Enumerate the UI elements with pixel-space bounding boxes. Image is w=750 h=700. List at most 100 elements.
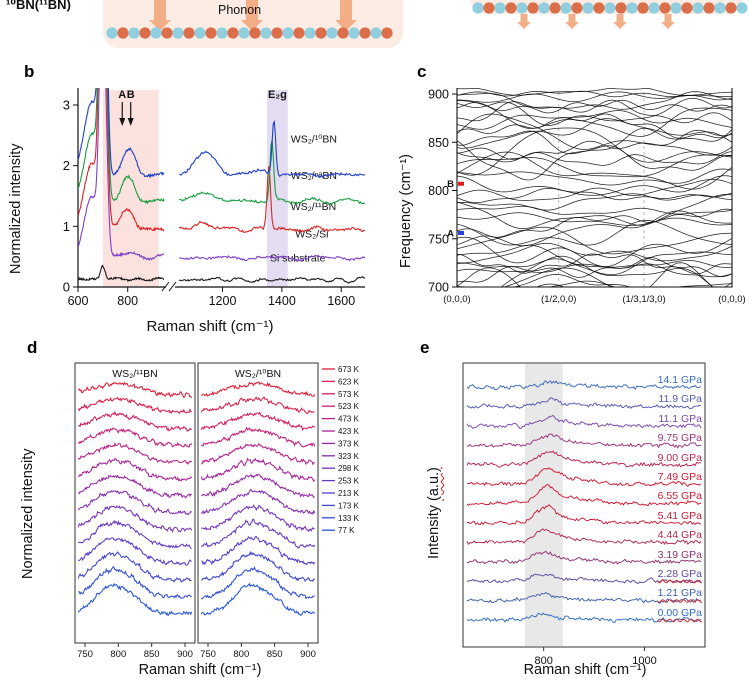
phonon-band <box>457 113 732 139</box>
mode-label: A <box>447 228 454 239</box>
atom-orange <box>205 27 217 39</box>
tick-label: 800 <box>428 184 449 198</box>
legend-label: 213 K <box>338 489 360 498</box>
atom-blue <box>106 27 118 39</box>
atom-blue <box>194 27 206 39</box>
subplot-title: WS₂/¹⁰BN <box>235 368 281 380</box>
phonon-band <box>457 91 732 103</box>
temp-spectrum <box>201 473 315 499</box>
tick-label: 900 <box>300 649 316 660</box>
tick-label: 800 <box>233 649 249 660</box>
temp-spectrum <box>200 396 315 415</box>
legend-label: 298 K <box>338 464 360 473</box>
temp-spectrum <box>77 458 193 482</box>
tick-label: (0,0,0) <box>443 294 470 305</box>
atom-orange <box>337 27 349 39</box>
legend-label: 423 K <box>338 427 360 436</box>
annotation-label: B <box>127 89 135 101</box>
spectrum-trace <box>179 254 365 262</box>
phonon-band <box>457 154 732 178</box>
pressure-spectrum <box>466 483 702 507</box>
temp-spectrum <box>78 537 192 566</box>
atom-orange <box>659 2 671 14</box>
tick-label: (1/3,1/3,0) <box>622 294 665 305</box>
temp-spectrum <box>77 582 193 617</box>
panel-e-chart: 800 1000 <box>462 362 706 667</box>
plot-frame <box>197 362 319 644</box>
mode-marker <box>458 181 464 186</box>
panel-d-xlabel: Raman shift (cm⁻¹) <box>138 662 262 678</box>
pressure-spectrum <box>466 380 702 391</box>
annotation-arrowhead-icon <box>119 118 126 126</box>
legend-label: 573 K <box>338 390 360 399</box>
tick-label: 750 <box>428 232 449 246</box>
atom-orange <box>615 2 627 14</box>
atom-orange <box>571 2 583 14</box>
phonon-band <box>457 100 732 137</box>
phonon-band <box>457 280 668 287</box>
panel-e-ylabel-main: Intensity <box>426 500 442 559</box>
atom-blue <box>472 2 484 14</box>
panel-b-xlabel: Raman shift (cm⁻¹) <box>146 318 274 335</box>
panel-b-label: b <box>24 62 35 81</box>
spectrum-trace <box>78 88 165 205</box>
tick-label: 700 <box>428 281 449 295</box>
phonon-band <box>457 208 732 238</box>
temp-spectrum <box>78 565 192 599</box>
legend-label: 673 K <box>338 365 360 374</box>
temp-spectrum <box>77 505 193 533</box>
atom-blue <box>128 27 140 39</box>
temp-spectrum <box>200 442 316 466</box>
legend-label: 323 K <box>338 452 360 461</box>
pressure-spectrum <box>466 433 702 449</box>
phonon-band <box>457 210 732 247</box>
phonon-band <box>503 267 732 287</box>
pressure-spectrum <box>466 450 702 468</box>
legend-label: 173 K <box>338 501 360 510</box>
legend-label: 523 K <box>338 402 360 411</box>
panel-e-ylabel: Intensity (a.u.) <box>426 467 442 559</box>
temp-spectrum <box>78 474 192 499</box>
phonon-band <box>457 236 732 267</box>
temp-spectrum <box>77 381 193 398</box>
legend-label: 623 K <box>338 377 360 386</box>
temp-spectrum <box>77 551 192 583</box>
legend-label: 133 K <box>338 514 360 523</box>
atom-orange <box>593 2 605 14</box>
atom-blue <box>714 2 726 14</box>
phonon-band <box>457 212 732 226</box>
atom-blue <box>670 2 682 14</box>
atom-blue <box>370 27 382 39</box>
atom-blue <box>582 2 594 14</box>
phonon-band <box>457 168 732 186</box>
phonon-band <box>457 113 732 156</box>
temp-spectrum <box>78 427 193 448</box>
atom-orange <box>549 2 561 14</box>
tick-label: 800 <box>110 649 126 660</box>
atom-orange <box>381 27 393 39</box>
phonon-band <box>457 194 732 229</box>
panel-d-label: d <box>27 338 38 357</box>
atom-orange <box>271 27 283 39</box>
phonon-band <box>457 226 732 255</box>
atom-blue <box>516 2 528 14</box>
temp-spectrum <box>77 396 193 415</box>
tick-label: 900 <box>428 88 449 102</box>
temp-spectrum <box>200 566 315 600</box>
atom-orange <box>505 2 517 14</box>
tick-label: 900 <box>177 649 193 660</box>
axis <box>456 88 733 288</box>
tick-label: 1200 <box>209 294 237 308</box>
phonon-band <box>457 110 732 130</box>
phonon-band <box>457 140 732 181</box>
legend-label: 253 K <box>338 477 360 486</box>
tick-label: 750 <box>200 649 216 660</box>
phonon-band <box>457 205 732 215</box>
atom-orange <box>359 27 371 39</box>
temp-spectrum <box>200 457 316 483</box>
annotation-label: A <box>118 89 126 101</box>
panel-a-material-label: ¹⁰BN(¹¹BN) <box>6 0 71 12</box>
atom-orange <box>249 27 261 39</box>
pressure-spectrum <box>466 414 702 430</box>
atom-orange <box>293 27 305 39</box>
